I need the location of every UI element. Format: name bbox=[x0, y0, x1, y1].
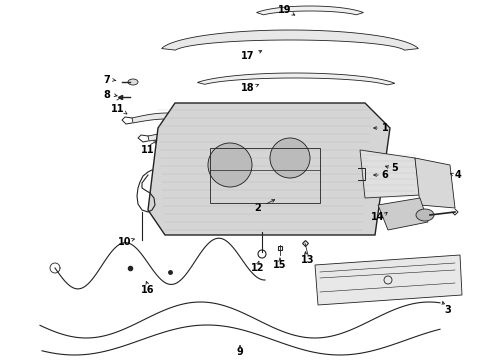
Circle shape bbox=[208, 143, 252, 187]
Text: 8: 8 bbox=[103, 90, 110, 100]
Text: 3: 3 bbox=[444, 305, 451, 315]
Text: 18: 18 bbox=[241, 83, 255, 93]
Text: 1: 1 bbox=[382, 123, 389, 133]
Polygon shape bbox=[257, 6, 364, 15]
Text: 15: 15 bbox=[273, 260, 287, 270]
Text: 6: 6 bbox=[382, 170, 389, 180]
Text: 16: 16 bbox=[141, 285, 155, 295]
Polygon shape bbox=[132, 113, 202, 123]
Polygon shape bbox=[197, 73, 395, 85]
Polygon shape bbox=[162, 30, 418, 50]
Ellipse shape bbox=[128, 79, 138, 85]
Text: 10: 10 bbox=[118, 237, 132, 247]
Text: 13: 13 bbox=[301, 255, 315, 265]
Polygon shape bbox=[360, 150, 420, 198]
Text: 17: 17 bbox=[241, 51, 255, 61]
Text: 11: 11 bbox=[141, 145, 155, 155]
Polygon shape bbox=[148, 132, 213, 141]
Text: 19: 19 bbox=[278, 5, 292, 15]
Circle shape bbox=[270, 138, 310, 178]
Text: 7: 7 bbox=[103, 75, 110, 85]
Polygon shape bbox=[378, 198, 428, 230]
Polygon shape bbox=[148, 103, 390, 235]
Text: 4: 4 bbox=[455, 170, 462, 180]
Text: 9: 9 bbox=[237, 347, 244, 357]
Text: 5: 5 bbox=[392, 163, 398, 173]
Text: 12: 12 bbox=[251, 263, 265, 273]
Text: 14: 14 bbox=[371, 212, 385, 222]
Text: 2: 2 bbox=[255, 203, 261, 213]
Ellipse shape bbox=[416, 209, 434, 221]
Polygon shape bbox=[415, 158, 455, 208]
Text: 11: 11 bbox=[111, 104, 125, 114]
Polygon shape bbox=[315, 255, 462, 305]
